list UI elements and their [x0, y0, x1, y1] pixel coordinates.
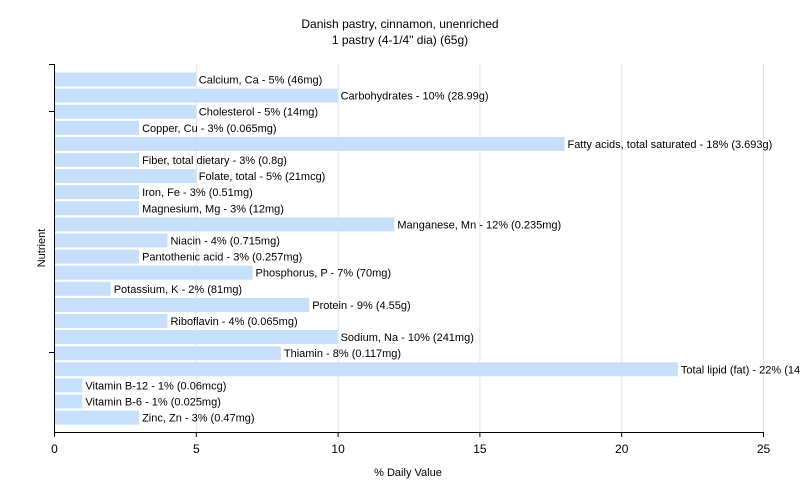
chart-title-block: Danish pastry, cinnamon, unenriched 1 pa… — [0, 16, 800, 48]
bar — [55, 394, 83, 409]
bar-label: Potassium, K - 2% (81mg) — [114, 284, 242, 296]
bar-label: Protein - 9% (4.55g) — [312, 300, 410, 312]
bar — [55, 281, 111, 296]
bar-label: Cholesterol - 5% (14mg) — [199, 107, 318, 119]
bar — [55, 346, 281, 361]
y-axis-label: Nutrient — [36, 229, 48, 268]
bar — [55, 169, 196, 184]
bar-label: Total lipid (fat) - 22% (14.56g) — [681, 364, 800, 376]
bar-label: Sodium, Na - 10% (241mg) — [341, 332, 474, 344]
bar — [55, 378, 83, 393]
bar — [55, 362, 678, 377]
x-tick-label: 25 — [757, 442, 771, 456]
bar-label: Calcium, Ca - 5% (46mg) — [199, 75, 322, 87]
bar-label: Riboflavin - 4% (0.065mg) — [170, 316, 297, 328]
bar — [55, 88, 338, 103]
bar-label: Iron, Fe - 3% (0.51mg) — [142, 187, 253, 199]
bar — [55, 249, 140, 264]
bar — [55, 104, 196, 119]
chart-subtitle: 1 pastry (4-1/4" dia) (65g) — [331, 33, 469, 47]
bar — [55, 410, 140, 425]
bar-label: Thiamin - 8% (0.117mg) — [284, 348, 401, 360]
bar-label: Fatty acids, total saturated - 18% (3.69… — [567, 139, 772, 151]
bar — [55, 185, 140, 200]
bar-label: Niacin - 4% (0.715mg) — [170, 236, 279, 248]
bar-label: Fiber, total dietary - 3% (0.8g) — [142, 155, 287, 167]
bar — [55, 265, 253, 280]
bar-label: Vitamin B-6 - 1% (0.025mg) — [85, 397, 221, 409]
bar — [55, 136, 565, 151]
bar-label: Zinc, Zn - 3% (0.47mg) — [142, 413, 254, 425]
x-axis-label: % Daily Value — [374, 467, 442, 479]
bar-label: Phosphorus, P - 7% (70mg) — [256, 268, 392, 280]
bar — [55, 314, 168, 328]
bar-label: Magnesium, Mg - 3% (12mg) — [142, 203, 284, 215]
x-tick-label: 0 — [51, 442, 58, 456]
x-tick-label: 5 — [193, 442, 200, 456]
bar — [55, 330, 338, 345]
x-tick-label: 10 — [331, 442, 345, 456]
bar-label: Pantothenic acid - 3% (0.257mg) — [142, 252, 302, 264]
bar — [55, 120, 140, 135]
bar-layer: Calcium, Ca - 5% (46mg) Carbohydrates - 1… — [55, 72, 800, 425]
bar — [55, 233, 168, 248]
grid-layer — [195, 64, 764, 432]
chart-title: Danish pastry, cinnamon, unenriched — [301, 17, 499, 31]
bar-label: Manganese, Mn - 12% (0.235mg) — [397, 219, 561, 231]
bar-label: Vitamin B-12 - 1% (0.06mcg) — [85, 380, 226, 392]
bar — [55, 153, 140, 167]
axis-layer: 0 5 10 15 20 25 — [49, 64, 770, 456]
bar — [55, 201, 140, 216]
bar — [55, 72, 196, 87]
x-tick-label: 20 — [615, 442, 629, 456]
bar-label: Carbohydrates - 10% (28.99g) — [341, 91, 489, 103]
bar — [55, 297, 310, 312]
bar — [55, 217, 395, 232]
bar-label: Copper, Cu - 3% (0.065mg) — [142, 123, 277, 135]
x-tick-label: 15 — [473, 442, 487, 456]
bar-label: Folate, total - 5% (21mcg) — [199, 171, 326, 183]
